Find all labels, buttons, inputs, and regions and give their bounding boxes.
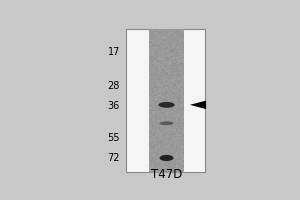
Ellipse shape	[160, 155, 173, 161]
Text: 72: 72	[107, 153, 120, 163]
Text: 55: 55	[107, 133, 120, 143]
Ellipse shape	[160, 121, 173, 125]
Ellipse shape	[158, 102, 175, 108]
Text: 36: 36	[108, 101, 120, 111]
FancyBboxPatch shape	[126, 29, 205, 172]
Text: 28: 28	[108, 81, 120, 91]
Polygon shape	[190, 101, 206, 109]
Text: 17: 17	[108, 47, 120, 57]
FancyBboxPatch shape	[149, 29, 184, 172]
Text: T47D: T47D	[151, 168, 182, 181]
